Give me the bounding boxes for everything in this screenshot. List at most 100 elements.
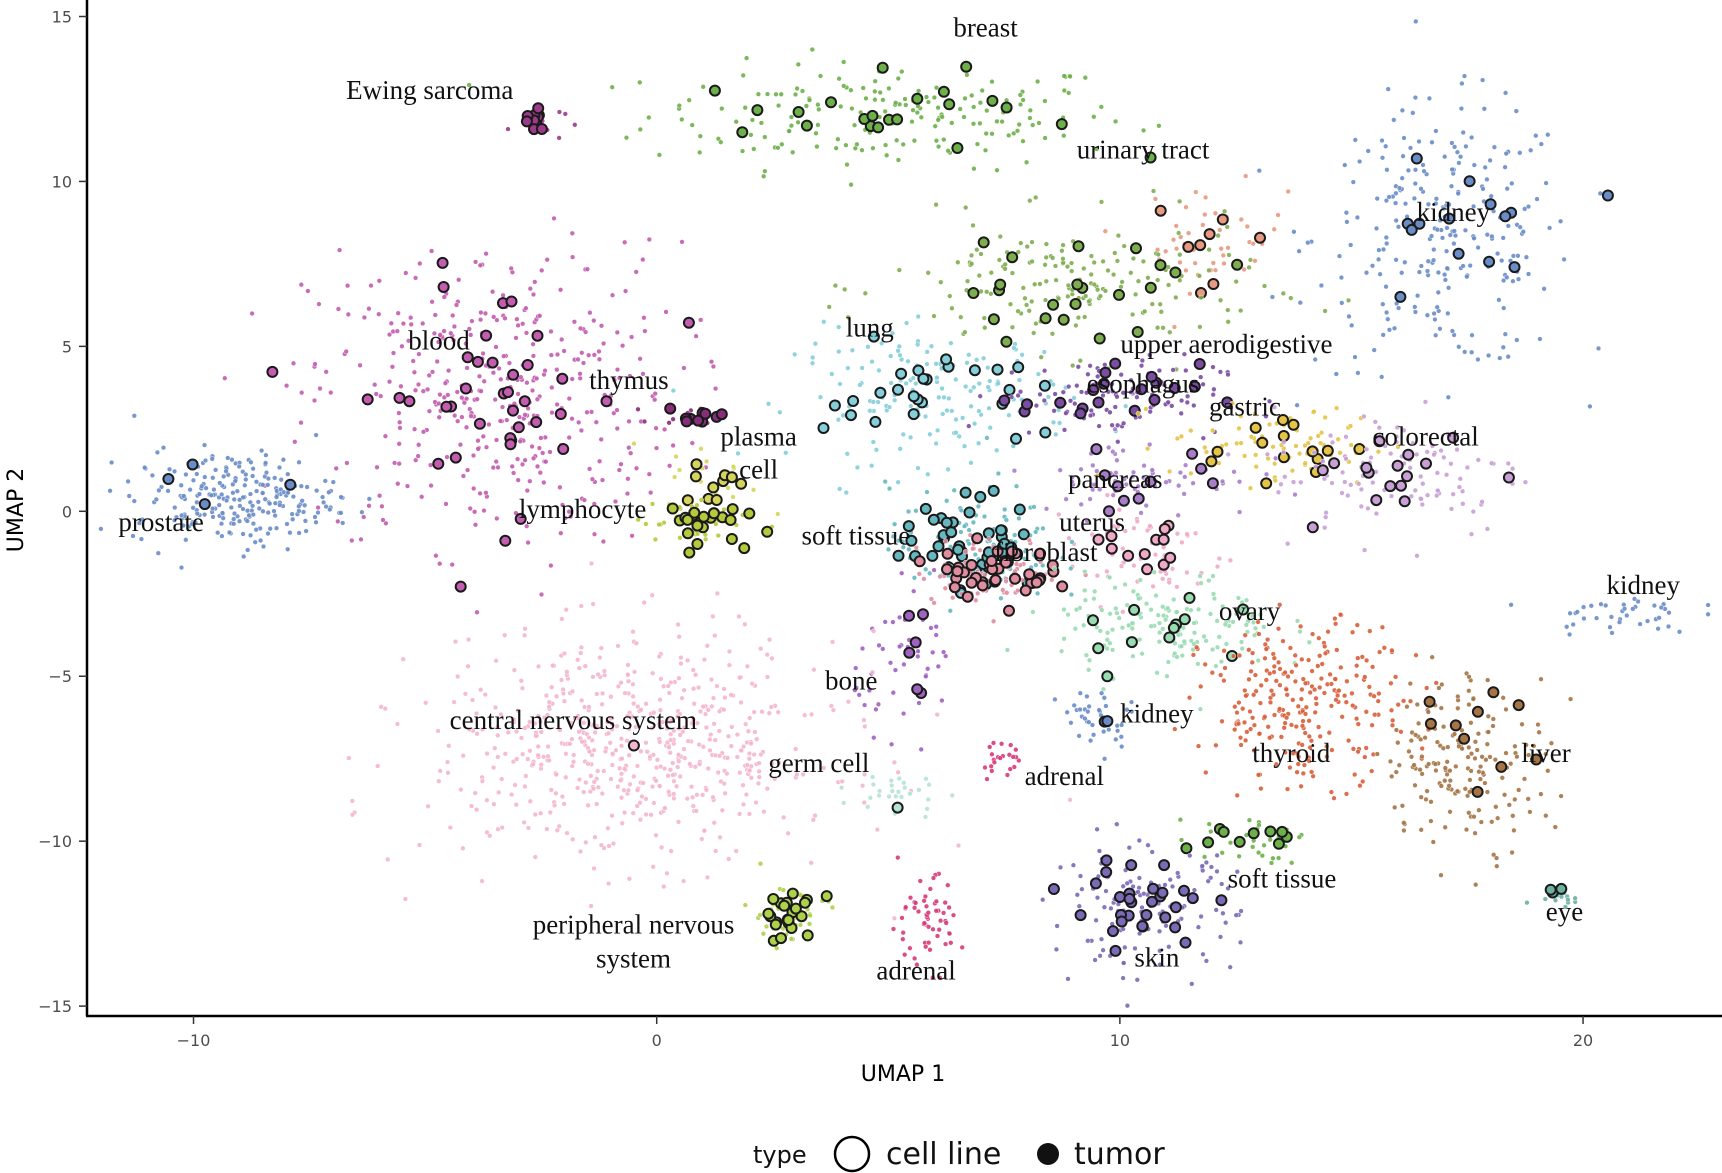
cell-line-point [641,599,647,606]
cell-line-point [921,576,927,582]
label-germ-cell: germ cell [768,748,869,778]
cell-line-point [591,317,597,324]
cell-line-point [666,744,672,750]
tumor-point [1194,239,1207,252]
cell-line-point [1156,123,1162,129]
cell-line-point [1027,115,1033,121]
cell-line-point [845,314,851,320]
cell-line-point [1428,233,1435,239]
cell-line-point [1072,401,1078,407]
cell-line-point [1362,674,1368,680]
cell-line-point [870,399,876,405]
cell-line-point [1431,310,1437,317]
cell-line-point [950,595,956,601]
cell-line-point [875,701,882,707]
cell-line-point [1293,662,1299,668]
cell-line-point [1243,173,1249,179]
cell-line-point [1160,612,1167,619]
cell-line-point [375,763,381,769]
cell-line-point [1210,392,1216,398]
label-thymus: thymus [589,365,669,395]
cell-line-point [302,502,308,508]
cell-line-point [1138,363,1145,369]
cell-line-point [1110,492,1116,498]
cell-line-point [1267,670,1273,677]
cell-line-point [535,663,542,670]
cell-line-point [598,842,605,848]
cell-line-point [713,521,719,527]
cell-line-point [613,747,619,753]
cell-line-point [551,802,558,809]
cell-line-point [569,416,575,422]
cell-line-point [652,397,658,403]
cell-line-point [1006,412,1012,418]
cell-line-point [1101,756,1108,762]
x-tick-label-1: 0 [652,1031,662,1050]
cell-line-point [343,348,349,355]
cell-line-point [1102,362,1108,368]
cell-line-point [971,421,978,427]
cell-line-point [1091,596,1097,602]
cell-line-point [1013,483,1020,489]
cell-line-point [1520,229,1526,235]
cell-line-point [676,758,682,764]
cell-line-point [326,489,332,495]
cell-line-point [1163,248,1169,254]
cell-line-point [1342,479,1348,485]
tumor-point [502,386,514,399]
cell-line-point [924,349,930,355]
tumor-point [775,932,787,945]
cell-line-point [710,695,717,701]
cell-line-point [1413,18,1419,25]
cell-line-point [1358,503,1364,510]
cell-line-point [1212,267,1219,273]
cell-line-point [1450,491,1456,497]
tumor-point [987,313,1000,326]
cell-line-point [500,292,506,298]
cell-line-point [1332,621,1339,627]
cell-line-point [1086,657,1093,663]
cell-line-point [445,770,451,776]
cell-line-point [558,530,564,536]
cell-line-point [1131,525,1137,531]
cell-line-point [1443,472,1450,478]
cell-line-point [1057,864,1064,871]
cell-line-point [882,619,888,625]
cell-line-point [1207,611,1214,617]
cell-line-point [886,485,893,492]
cell-line-point [966,352,972,358]
cell-line-point [591,501,597,507]
cell-line-point [478,309,484,316]
cell-line-point [540,754,547,760]
cell-line-point [915,313,921,320]
cell-line-point [975,440,982,446]
cell-line-point [710,794,716,800]
cell-line-point [1545,768,1551,774]
cell-line-point [619,820,625,826]
cell-line-point [1064,709,1070,715]
cell-line-point [638,707,644,713]
tumor-point [961,590,974,603]
cluster-thymus [635,402,728,428]
label-soft-tissue-main: soft tissue [801,520,910,550]
cell-line-point [1086,719,1092,725]
cell-line-point [1457,476,1463,482]
cell-line-point [838,103,844,110]
cell-line-point [721,780,727,787]
cell-line-point [1015,249,1021,255]
cell-line-point [1149,849,1155,855]
cell-line-point [1666,610,1672,616]
cell-line-point [408,321,414,328]
cell-line-point [1209,427,1216,434]
cell-line-point [1349,322,1355,329]
cell-line-point [849,347,856,353]
cell-line-point [483,444,490,450]
cell-line-point [651,800,657,806]
cell-line-point [1116,615,1122,621]
cell-line-point [1263,413,1269,419]
cell-line-point [1431,246,1437,253]
cell-line-point [287,530,293,536]
cell-line-point [1322,414,1328,421]
cell-line-point [1561,256,1567,263]
cell-line-point [498,376,504,382]
